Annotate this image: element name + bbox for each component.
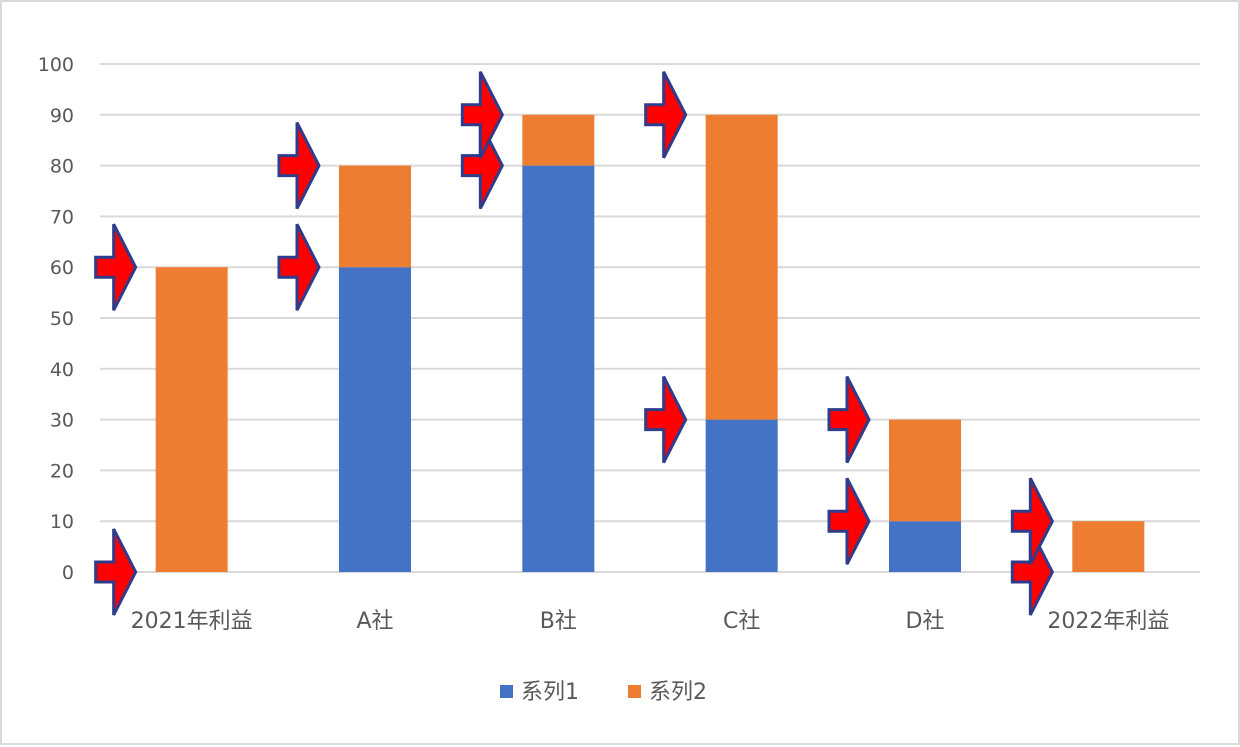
legend-label: 系列1 [521,680,579,705]
y-tick-label: 50 [50,308,74,330]
y-tick-label: 30 [50,410,74,432]
bar-2-2 [522,114,595,166]
red-arrow-icon [644,375,688,464]
bar-2-0 [155,267,228,572]
bar-2-3 [705,114,778,420]
red-arrow-icon [94,528,138,616]
bar-1-3 [705,419,778,572]
red-arrow-icon [94,223,138,311]
red-arrow-icon [644,71,688,159]
bar-2-1 [339,165,411,268]
bar-2-5 [1072,521,1145,572]
y-tick-label: 80 [50,156,74,178]
y-tick-label: 40 [50,359,74,381]
x-tick-label: C社 [723,609,760,634]
bar-1-1 [339,267,411,572]
y-tick-label: 70 [50,206,74,228]
y-tick-label: 60 [50,257,74,279]
red-arrow-icon [277,223,321,311]
y-tick-label: 100 [38,54,74,76]
x-tick-label: 2022年利益 [1047,609,1169,634]
legend: 系列1 系列2 [500,680,707,705]
red-arrow-icon [827,375,871,464]
x-tick-label: B社 [540,609,577,634]
bar-1-4 [889,521,961,572]
y-tick-label: 0 [62,562,74,584]
red-arrow-icon [1010,477,1055,565]
y-tick-label: 10 [50,511,74,533]
x-tick-label: 2021年利益 [131,609,253,634]
y-axis-tick-labels: 0 10 20 30 40 50 60 70 80 90 100 [38,54,74,584]
x-tick-label: A社 [356,609,393,634]
legend-swatch-1 [500,685,513,698]
arrow-markers [94,71,1055,616]
red-arrow-icon [827,477,871,565]
y-tick-label: 20 [50,460,74,482]
y-tick-label: 90 [50,105,74,127]
bar-1-2 [522,165,595,572]
x-axis-tick-labels: 2021年利益 A社 B社 C社 D社 2022年利益 [131,609,1170,634]
bars [155,114,1145,572]
red-arrow-icon [460,71,505,159]
legend-label: 系列2 [649,680,707,705]
bar-2-4 [889,419,961,522]
red-arrow-icon [277,121,321,210]
x-tick-label: D社 [906,609,945,634]
legend-swatch-2 [628,685,641,698]
